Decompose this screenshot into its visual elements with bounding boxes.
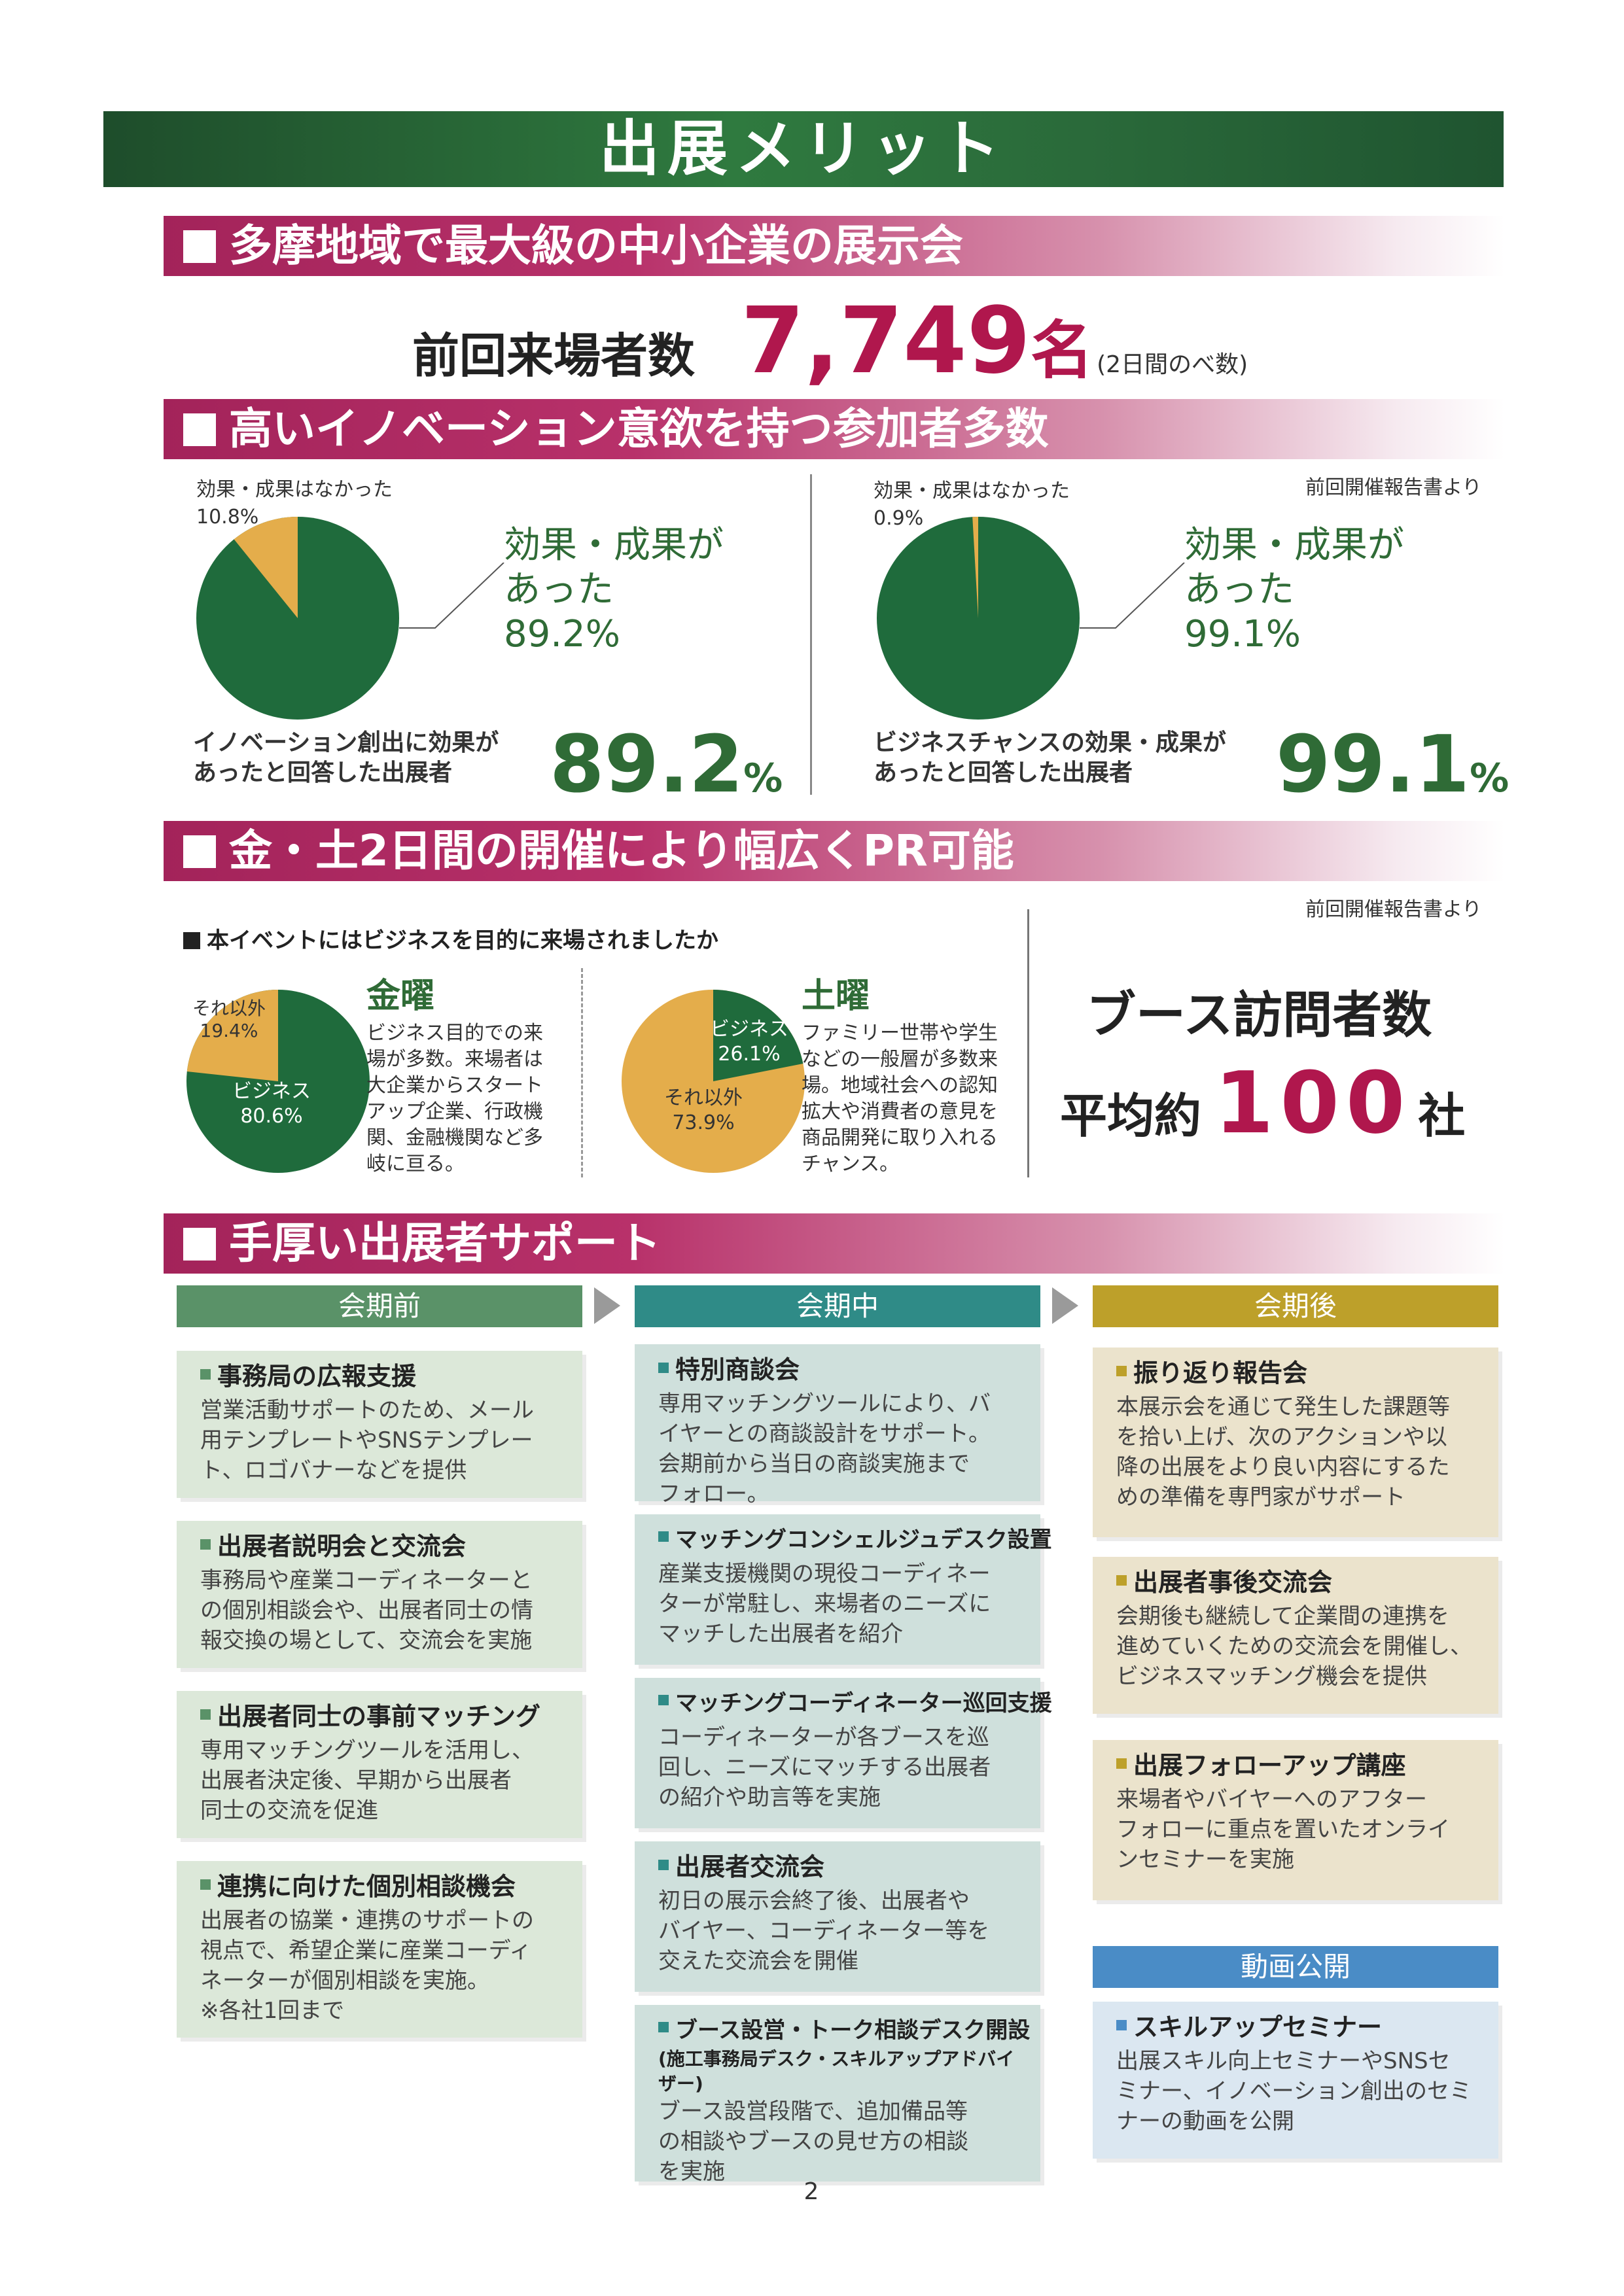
support-item-before-3: 連携に向けた個別相談機会 出展者の協業・連携のサポートの 視点で、希望企業に産業コ… [177,1861,582,2038]
left-pie-no-slice [234,517,298,618]
survey-question: 本イベントにはビジネスを目的に来場されましたか [183,922,718,954]
right-pie-no-slice [972,517,978,618]
section3-divider [1027,909,1029,1177]
left-no-label: 効果・成果はなかった [196,478,393,501]
square-bullet-icon [183,932,200,949]
visitor-stat: 前回来場者数 7,749名 (2日間のべ数) [412,288,1248,394]
right-big-percent: 99.1% [1276,720,1509,810]
booth-visitors-label: ブース訪問者数 [1086,986,1432,1044]
support-item-before-2: 出展者同士の事前マッチング 専用マッチングツールを活用し、 出展者決定後、早期から… [177,1691,582,1838]
right-caption: ビジネスチャンスの効果・成果が あったと回答した出展者 [874,729,1226,786]
support-item-during-1: マッチングコンシェルジュデスク設置 産業支援機関の現役コーディネー ターが常駐し、… [635,1514,1052,1665]
bullet-icon [1116,1758,1127,1769]
saturday-heading: 土曜 [802,977,870,1016]
visitors-unit: 名 [1031,314,1094,387]
section-title-1: 多摩地域で最大級の中小企業の展示会 [229,220,963,271]
right-yes-label: 効果・成果が あった 99.1% [1184,523,1404,657]
section-bar-4: 手厚い出展者サポート [164,1213,1505,1274]
bullet-icon [658,2022,669,2032]
friday-other-label: それ以外 19.4% [192,998,266,1041]
visitors-note: (2日間のべ数) [1097,351,1248,378]
right-yes-line1: 効果・成果が [1184,524,1404,566]
left-yes-value: 89.2% [504,613,620,655]
left-yes-line2: あった [504,568,614,611]
bullet-icon [1116,1366,1127,1376]
friday-heading: 金曜 [366,977,435,1016]
left-innovation-pie [196,517,399,720]
bullet-icon [658,1860,669,1870]
section-title-3: 金・土2日間の開催により幅広くPR可能 [229,826,1014,876]
square-bullet-icon [183,835,216,868]
right-leader-line [1080,563,1185,629]
booth-visitors-average: 平均約 100 社 [1060,1053,1466,1153]
left-leader-line [399,563,504,629]
support-item-video: スキルアップセミナー 出展スキル向上セミナーやSNSセ ミナー、イノベーション創出… [1093,2002,1498,2159]
right-yes-line2: あった [1184,568,1294,611]
bullet-icon [658,1531,669,1542]
support-item-before-1: 出展者説明会と交流会 事務局や産業コーディネーターと の個別相談会や、出展者同士の… [177,1521,582,1668]
bullet-icon [1116,1575,1127,1586]
section-bar-1: 多摩地域で最大級の中小企業の展示会 [164,216,1505,276]
section-bar-3: 金・土2日間の開催により幅広くPR可能 [164,821,1505,881]
column-head-before: 会期前 [177,1285,582,1327]
right-no-value: 0.9% [874,507,924,530]
friday-pie [186,990,370,1173]
section3-source: 前回開催報告書より [1305,898,1482,921]
right-business-pie [877,517,1080,720]
section-bar-2: 高いイノベーション意欲を持つ参加者多数 [164,399,1505,459]
visitors-label: 前回来場者数 [412,328,696,383]
support-item-during-0: 特別商談会 専用マッチングツールにより、バ イヤーとの商談設計をサポート。 会期前か… [635,1344,1040,1507]
column-head-during: 会期中 [635,1285,1040,1327]
right-yes-value: 99.1% [1184,613,1301,655]
column-head-after: 会期後 [1093,1285,1498,1327]
left-no-value: 10.8% [196,506,259,529]
support-item-during-4: ブース設営・トーク相談デスク開設 (施工事務局デスク・スキルアップアドバイザー)… [635,2005,1040,2185]
saturday-business-label: ビジネス 26.1% [710,1018,788,1066]
bullet-icon [200,1879,211,1890]
left-yes-line1: 効果・成果が [504,524,724,566]
support-item-during-2: マッチングコーディネーター巡回支援 コーディネーターが各ブースを巡 回し、ニーズに… [635,1678,1052,1828]
support-item-before-0: 事務局の広報支援 営業活動サポートのため、メール 用テンプレートやSNSテンプレー… [177,1351,582,1498]
square-bullet-icon [183,230,216,263]
arrow-right-icon [594,1287,620,1324]
support-item-after-1: 出展者事後交流会 会期後も継続して企業間の連携を 進めていくための交流会を開催し、… [1093,1557,1498,1714]
bullet-icon [1116,2020,1127,2030]
support-item-after-2: 出展フォローアップ講座 来場者やバイヤーへのアフター フォローに重点を置いたオンラ… [1093,1740,1498,1900]
arrow-right-icon [1052,1287,1078,1324]
section-title-2: 高いイノベーション意欲を持つ参加者多数 [229,404,1049,454]
support-item-during-3: 出展者交流会 初日の展示会終了後、出展者や バイヤー、コーディネーター等を 交えた交… [635,1841,1040,1992]
visitors-value: 7,749 [741,288,1031,394]
friday-description: ビジネス目的での来 場が多数。来場者は 大企業からスタート アップ企業、行政機 … [366,1022,543,1175]
left-caption: イノベーション創出に効果が あったと回答した出展者 [193,729,499,786]
left-big-percent: 89.2% [550,720,783,810]
section2-source: 前回開催報告書より [1305,476,1482,499]
section2-divider [810,474,812,795]
saturday-description: ファミリー世帯や学生 などの一般層が多数来 場。地域社会への認知 拡大や消費者の… [802,1022,998,1175]
bullet-icon [200,1369,211,1380]
right-no-label: 効果・成果はなかった [874,479,1070,502]
square-bullet-icon [183,413,216,446]
saturday-business-slice [713,990,803,1081]
bullet-icon [658,1695,669,1705]
friday-business-label: ビジネス 80.6% [232,1080,311,1128]
video-head: 動画公開 [1093,1946,1498,1988]
saturday-pie [622,990,805,1173]
section-title-4: 手厚い出展者サポート [229,1218,661,1268]
main-title: 出展メリット [103,111,1504,187]
bullet-icon [200,1709,211,1720]
support-item-after-0: 振り返り報告会 本展示会を通じて発生した課題等 を拾い上げ、次のアクションや以 降の… [1093,1348,1498,1537]
bullet-icon [658,1363,669,1373]
day-divider [581,968,583,1177]
bullet-icon [200,1539,211,1550]
left-yes-label: 効果・成果が あった 89.2% [504,523,724,657]
square-bullet-icon [183,1228,216,1261]
friday-other-slice [186,990,278,1081]
page-number: 2 [803,2178,819,2205]
saturday-other-label: それ以外 73.9% [664,1087,743,1134]
